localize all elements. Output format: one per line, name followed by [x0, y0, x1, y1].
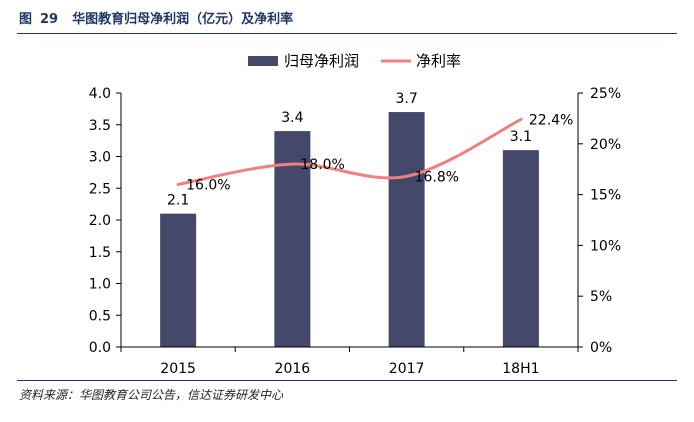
- y-right-tick-label: 25%: [590, 86, 621, 102]
- y-left-tick-label: 1.0: [89, 277, 111, 293]
- y-right-tick-label: 0%: [590, 340, 612, 356]
- title-rule: [17, 33, 677, 34]
- x-tick-label: 2016: [275, 361, 311, 377]
- line-value-label: 16.8%: [415, 169, 459, 185]
- net-margin-point-2015: [176, 182, 180, 186]
- line-value-label: 18.0%: [300, 157, 344, 173]
- y-left-tick-label: 0.5: [89, 308, 111, 324]
- y-left-tick-label: 3.5: [89, 118, 111, 134]
- bar-2015: [160, 213, 197, 347]
- net-margin-point-2017: [405, 174, 409, 178]
- y-left-tick-label: 4.0: [89, 86, 111, 102]
- y-left-tick-label: 2.5: [89, 181, 111, 197]
- figure-number: 29: [40, 12, 59, 27]
- bar-value-label: 3.1: [510, 129, 532, 145]
- figure-title: 图 29 华图教育归母净利润（亿元）及净利率: [19, 8, 293, 27]
- y-left-tick-label: 1.5: [89, 245, 111, 261]
- y-right-tick-label: 10%: [590, 238, 621, 254]
- bar-2016: [274, 131, 311, 347]
- line-value-label: 22.4%: [529, 112, 573, 128]
- y-left-tick-label: 0.0: [89, 340, 111, 356]
- x-tick-label: 18H1: [502, 361, 539, 377]
- figure-title-text: 华图教育归母净利润（亿元）及净利率: [72, 12, 294, 27]
- bar-value-label: 3.4: [281, 110, 303, 126]
- legend-bar-swatch: [248, 56, 278, 66]
- legend-line-label: 净利率: [416, 52, 461, 70]
- figure-label: 图: [19, 12, 33, 27]
- x-tick-label: 2017: [389, 361, 425, 377]
- source-rule: [17, 380, 677, 381]
- net-margin-point-18H1: [519, 117, 523, 121]
- bar-2017: [388, 112, 425, 347]
- source-note: 资料来源：华图教育公司公告，信达证券研发中心: [19, 388, 284, 402]
- x-tick-label: 2015: [160, 361, 196, 377]
- legend-bar-label: 归母净利润: [284, 52, 359, 70]
- bar-value-label: 3.7: [395, 91, 417, 107]
- net-margin-line: [177, 118, 522, 186]
- y-right-tick-label: 20%: [590, 137, 621, 153]
- y-left-tick-label: 2.0: [89, 213, 111, 229]
- net-margin-point-2016: [290, 162, 294, 166]
- line-value-label: 16.0%: [186, 177, 230, 193]
- y-right-tick-label: 5%: [590, 289, 612, 305]
- y-left-tick-label: 3.0: [89, 150, 111, 166]
- bar-value-label: 2.1: [167, 193, 189, 209]
- y-right-tick-label: 15%: [590, 188, 621, 204]
- bar-18H1: [502, 150, 539, 347]
